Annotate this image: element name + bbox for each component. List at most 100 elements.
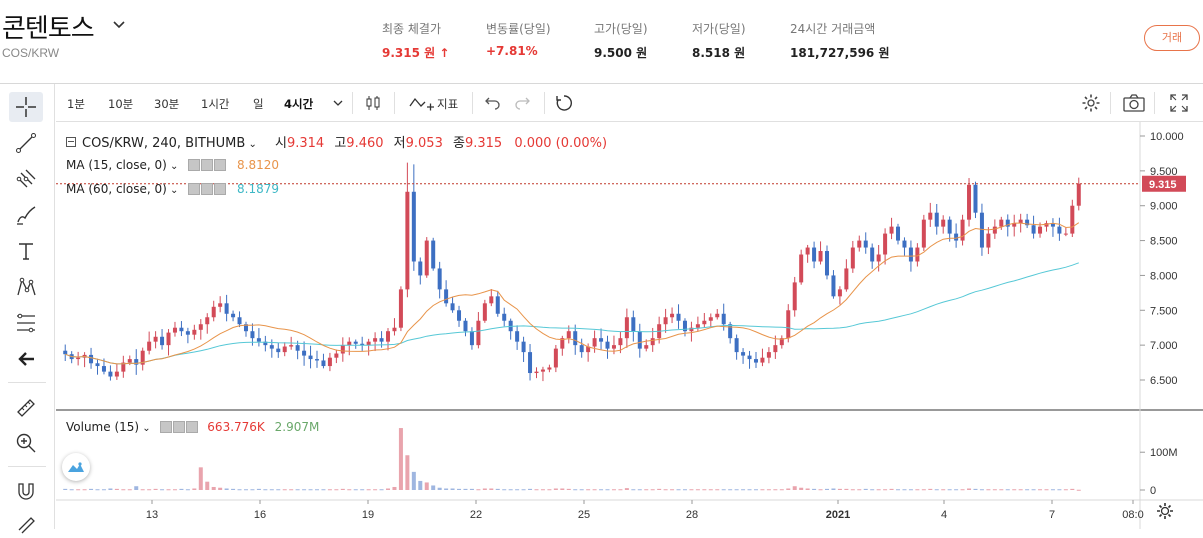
close-icon[interactable] <box>186 421 199 433</box>
ma60-label[interactable]: MA (60, close, 0) <box>66 182 167 196</box>
pitchfork-icon[interactable] <box>9 164 43 194</box>
candle-body <box>489 296 494 304</box>
volume-bar <box>521 489 526 491</box>
chart-logo-icon[interactable] <box>62 453 90 481</box>
candle-body <box>721 313 726 325</box>
ohlc-open: 시9.314 <box>275 136 324 151</box>
ma15-chevron-icon[interactable]: ⌄ <box>166 161 179 172</box>
volume-bar <box>334 489 339 491</box>
candle-body <box>960 219 965 241</box>
candle-body <box>256 338 261 342</box>
axis-settings-gear-icon[interactable] <box>1157 503 1173 519</box>
gear-icon[interactable] <box>173 421 186 433</box>
redo-icon[interactable] <box>511 92 533 114</box>
volume-label[interactable]: Volume (15) <box>66 420 140 434</box>
volume-bar <box>624 488 629 490</box>
close-icon[interactable] <box>214 183 227 195</box>
indicator-label[interactable]: 지표 <box>437 97 459 111</box>
timeframe-dropdown-chevron-icon[interactable] <box>327 92 349 114</box>
candle-body <box>844 268 849 290</box>
volume-bar <box>857 489 862 491</box>
symbol-legend: COS/KRW, 240, BITHUMB ⌄ 시9.314 고9.460 저9… <box>66 132 607 151</box>
indicator-icon[interactable] <box>408 92 436 114</box>
coin-select-chevron-icon[interactable] <box>113 17 125 33</box>
ma60-value: 8.1879 <box>237 182 280 196</box>
candle-body <box>947 219 952 234</box>
reset-chart-icon[interactable] <box>553 92 575 114</box>
ma60-controls[interactable] <box>188 182 227 196</box>
candle-body <box>444 289 449 304</box>
eye-icon[interactable] <box>188 159 201 171</box>
screenshot-camera-icon[interactable] <box>1123 92 1145 114</box>
candle-body <box>837 289 842 297</box>
volume-chevron-icon[interactable]: ⌄ <box>139 423 151 434</box>
volume-bar <box>1076 489 1081 491</box>
volume-bar <box>489 488 494 490</box>
volume-bar <box>611 489 616 491</box>
volume-bar <box>386 488 391 490</box>
candle-body <box>618 338 623 346</box>
candle-body <box>160 336 165 346</box>
volume-controls[interactable] <box>160 420 199 434</box>
ma15-controls[interactable] <box>188 158 227 172</box>
zoom-in-icon[interactable] <box>9 428 43 458</box>
trend-line-icon[interactable] <box>9 128 43 158</box>
gear-icon[interactable] <box>201 183 214 195</box>
eye-icon[interactable] <box>160 421 173 433</box>
timeframe-1m[interactable]: 1분 <box>67 97 85 111</box>
volume-bar <box>366 489 371 491</box>
candle-body <box>127 359 132 363</box>
candle-body <box>631 317 636 332</box>
candle-body <box>166 332 171 346</box>
timeframe-1d[interactable]: 일 <box>253 97 264 111</box>
close-icon[interactable] <box>214 159 227 171</box>
brush-icon[interactable] <box>9 200 43 230</box>
symbol-chevron-icon[interactable]: ⌄ <box>245 139 257 150</box>
toolbar-divider <box>8 466 46 467</box>
magnet-icon[interactable] <box>9 476 43 506</box>
stat-label: 24시간 거래금액 <box>790 22 876 36</box>
timeframe-1h[interactable]: 1시간 <box>201 97 230 111</box>
candle-body <box>586 346 591 353</box>
candle-body <box>747 355 752 360</box>
gear-icon[interactable] <box>201 159 214 171</box>
candle-body <box>573 331 578 346</box>
candlestick-chart[interactable]: 10.000 9.500 9.000 8.500 8.000 7.500 7.000 6.50… <box>56 122 1203 529</box>
crosshair-icon[interactable] <box>9 92 43 122</box>
volume-bar <box>166 489 171 491</box>
time-tick-label: 25 <box>578 509 590 521</box>
volume-bar <box>237 489 242 491</box>
ohlc-key: 시 <box>275 136 287 151</box>
timeframe-30m[interactable]: 30분 <box>154 97 180 111</box>
trade-button[interactable]: 거래 <box>1144 25 1200 51</box>
candle-body <box>314 359 320 361</box>
volume-bar <box>450 488 455 490</box>
ohlc-low: 저9.053 <box>394 136 443 151</box>
candle-body <box>469 331 474 346</box>
back-arrow-icon[interactable] <box>9 344 43 374</box>
timeframe-10m[interactable]: 10분 <box>108 97 134 111</box>
ma60-chevron-icon[interactable]: ⌄ <box>166 185 179 196</box>
volume-bar <box>444 488 449 490</box>
ma15-label[interactable]: MA (15, close, 0) <box>66 158 167 172</box>
pattern-icon[interactable] <box>9 272 43 302</box>
candle-body <box>218 303 223 307</box>
fullscreen-icon[interactable] <box>1168 92 1190 114</box>
candle-body <box>715 313 720 318</box>
volume-bar <box>954 489 959 491</box>
volume-bar <box>431 485 436 490</box>
collapse-legend-icon[interactable] <box>66 137 76 147</box>
ruler-icon[interactable] <box>9 392 43 422</box>
candle-type-icon[interactable] <box>362 92 384 114</box>
settings-gear-icon[interactable] <box>1080 92 1102 114</box>
eye-icon[interactable] <box>188 183 201 195</box>
candle-body <box>876 254 881 262</box>
candle-body <box>967 184 972 220</box>
fib-retracement-icon[interactable] <box>9 308 43 338</box>
candle-body <box>999 219 1004 227</box>
undo-icon[interactable] <box>482 92 504 114</box>
text-tool-icon[interactable] <box>9 236 43 266</box>
symbol-title[interactable]: COS/KRW, 240, BITHUMB <box>82 136 246 151</box>
pencil-lock-icon[interactable] <box>9 508 43 538</box>
timeframe-4h[interactable]: 4시간 <box>284 97 314 111</box>
